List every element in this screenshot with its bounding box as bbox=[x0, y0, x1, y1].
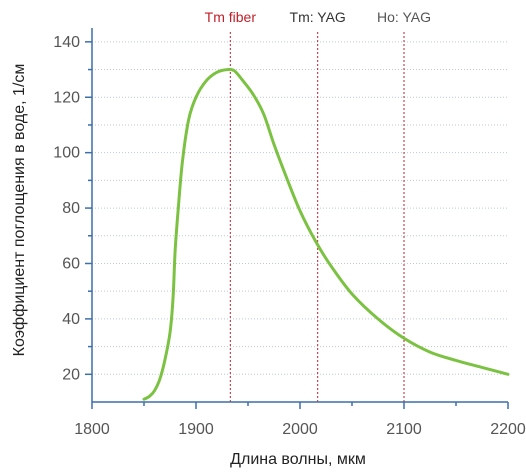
annotation-label: Ho: YAG bbox=[377, 9, 431, 25]
y-tick-label: 80 bbox=[62, 200, 80, 217]
y-tick-label: 140 bbox=[53, 34, 80, 51]
y-tick-label: 20 bbox=[62, 366, 80, 383]
y-axis-title: Коэффициент поглощения в воде, 1/см bbox=[11, 64, 28, 357]
annotation-lines bbox=[229, 32, 405, 402]
y-tick-label: 40 bbox=[62, 311, 80, 328]
annotation-labels: Tm fiber Tm: YAG Ho: YAG bbox=[205, 9, 431, 25]
y-tick-label: 60 bbox=[62, 255, 80, 272]
annotation-label: Tm fiber bbox=[205, 9, 257, 25]
y-tick-label: 120 bbox=[53, 89, 80, 106]
axes: 1800 1900 2000 2100 2200 20 40 60 80 100 120 140 bbox=[53, 28, 526, 438]
x-axis-title: Длина волны, мкм bbox=[230, 451, 366, 468]
y-tick-label: 100 bbox=[53, 145, 80, 162]
x-tick-label: 1800 bbox=[74, 421, 110, 438]
annotation-label: Tm: YAG bbox=[290, 9, 346, 25]
x-tick-label: 2200 bbox=[490, 421, 526, 438]
x-tick-label: 2000 bbox=[282, 421, 318, 438]
series-layer bbox=[142, 67, 510, 401]
x-tick-label: 1900 bbox=[178, 421, 214, 438]
x-tick-label: 2100 bbox=[386, 421, 422, 438]
absorption-curve bbox=[142, 67, 510, 401]
